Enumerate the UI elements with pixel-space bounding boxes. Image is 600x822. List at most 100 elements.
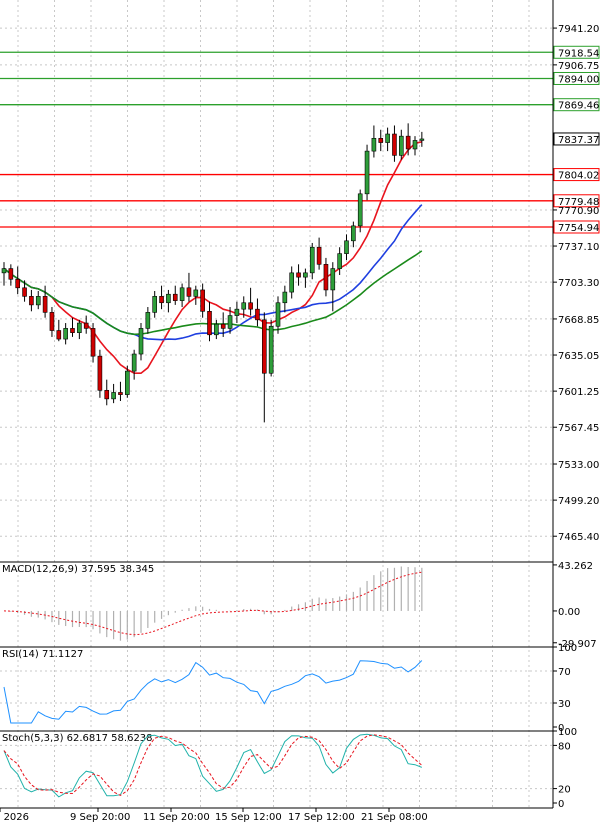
candle-bear — [8, 268, 14, 280]
candle-bear — [323, 264, 329, 291]
level-label: 7894.00 — [558, 74, 599, 85]
candle-bull — [303, 272, 308, 278]
price-tick-label: 7941.20 — [558, 24, 599, 35]
price-tick-label: 7668.85 — [558, 315, 599, 326]
candle-bear — [15, 278, 20, 289]
price-tick-label: 7601.25 — [558, 387, 599, 398]
stoch-tick-label: 100 — [558, 727, 577, 738]
moving-average-slow — [3, 250, 423, 336]
candle-bear — [200, 289, 205, 312]
stoch-k-line — [3, 733, 422, 798]
time-tick-label: 9 Sep 20:00 — [70, 812, 130, 822]
price-tick-label: 7465.40 — [558, 532, 599, 543]
macd-label: MACD(12,26,9) 37.595 38.345 — [2, 564, 154, 575]
price-tick-label: 7906.75 — [558, 61, 599, 72]
macd-signal-line — [3, 571, 422, 636]
candle-bear — [159, 296, 164, 304]
price-tick-label: 7567.45 — [558, 423, 599, 434]
candle-bear — [172, 293, 178, 301]
candle-bull — [385, 133, 390, 143]
candle-bear — [29, 296, 34, 306]
candles — [1, 123, 425, 423]
candle-bull — [138, 328, 144, 355]
level-label: 7918.54 — [558, 48, 599, 59]
time-axis: 7 Sep 2026 9 Sep 20:00 11 Sep 20:00 15 Sep … — [0, 807, 553, 822]
candle-bear — [118, 392, 123, 395]
candle-bull — [145, 312, 151, 329]
macd-tick-label: 43.262 — [558, 561, 593, 572]
price-tick-label: 7737.10 — [558, 242, 599, 253]
rsi-label: RSI(14) 71.1127 — [2, 649, 83, 660]
price-axis: 7941.20 7906.75 7770.90 7737.10 7703.30 7668.… — [552, 0, 600, 808]
macd-panel: MACD(12,26,9) 37.595 38.345 43.262 0.00 -2… — [0, 561, 597, 650]
price-tick-label: 7635.05 — [558, 351, 599, 362]
level-label-box — [553, 220, 600, 234]
level-label-box — [553, 98, 600, 112]
moving-average-fast — [3, 141, 422, 375]
candle-bear — [70, 328, 75, 333]
candle-bull — [337, 253, 342, 269]
candle-bear — [90, 328, 96, 357]
stoch-tick-label: 80 — [558, 741, 571, 752]
candle-bull — [214, 323, 219, 336]
macd-tick-label: -29.907 — [558, 639, 597, 650]
stoch-tick-label: 20 — [558, 785, 571, 796]
candle-bull — [371, 137, 377, 152]
candle-bear — [316, 246, 322, 265]
rsi-tick-label: 0 — [558, 723, 564, 734]
level-label: 7754.94 — [558, 223, 599, 234]
candle-bull — [309, 246, 315, 274]
level-label-box — [553, 194, 600, 208]
candle-bear — [261, 319, 267, 374]
level-label: 7804.02 — [558, 171, 599, 182]
candle-bear — [296, 272, 301, 278]
level-label-box — [553, 45, 600, 59]
candle-bull — [125, 370, 130, 395]
candle-bear — [83, 322, 89, 329]
candle-bull — [289, 272, 295, 293]
candle-bull — [179, 287, 185, 301]
candle-bull — [330, 268, 336, 291]
horizontal-levels: 7918.54 7894.00 7869.46 7804.02 7779.48 7754.… — [0, 45, 600, 234]
candle-bear — [49, 312, 55, 331]
level-label-box — [553, 168, 600, 182]
time-tick-label: 11 Sep 20:00 — [143, 812, 210, 822]
candle-bull — [419, 138, 425, 141]
stoch-tick-label: 0 — [558, 799, 564, 810]
candle-bull — [227, 315, 233, 329]
time-tick-label: 21 Sep 08:00 — [361, 812, 428, 822]
candle-bull — [166, 293, 171, 304]
price-tick-label: 7533.00 — [558, 460, 599, 471]
candle-bull — [152, 296, 157, 313]
time-tick-label: 15 Sep 12:00 — [215, 812, 282, 822]
candle-bear — [378, 137, 384, 143]
candle-bull — [35, 296, 41, 306]
candle-bear — [248, 302, 253, 310]
candle-bear — [186, 287, 192, 297]
grid-lines — [0, 0, 553, 808]
candle-bull — [412, 140, 418, 150]
candle-bull — [131, 353, 137, 372]
candle-bull — [111, 392, 116, 400]
moving-averages — [3, 141, 423, 375]
candle-bull — [63, 328, 68, 340]
macd-tick-label: 0.00 — [558, 607, 580, 618]
rsi-tick-label: 70 — [558, 667, 571, 678]
stoch-label: Stoch(5,3,3) 62.6817 58.6238 — [2, 733, 153, 744]
time-tick-label: 7 Sep 2026 — [0, 812, 29, 822]
candle-bull — [398, 135, 404, 156]
candle-bull — [268, 325, 274, 374]
candle-bear — [220, 323, 226, 329]
price-tick-label: 7703.30 — [558, 278, 599, 289]
candle-bull — [241, 302, 247, 310]
candle-bear — [255, 308, 260, 321]
rsi-line — [3, 660, 423, 724]
candle-bull — [275, 302, 281, 327]
candle-bull — [1, 268, 7, 274]
stoch-panel: Stoch(5,3,3) 62.6817 58.6238 100 80 20 0 — [0, 727, 577, 810]
candle-bear — [56, 330, 62, 340]
candle-bear — [392, 133, 397, 156]
candle-bear — [104, 390, 110, 400]
rsi-tick-label: 100 — [558, 643, 577, 654]
